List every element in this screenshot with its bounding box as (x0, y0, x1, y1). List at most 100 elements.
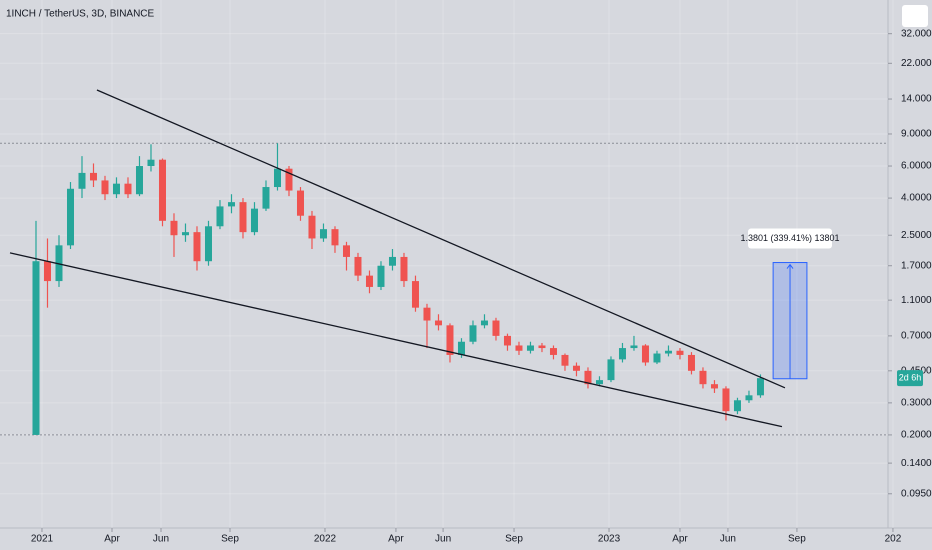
candle-body (365, 275, 373, 287)
candle (296, 187, 304, 221)
candle-body (538, 345, 546, 349)
candle-body (227, 202, 235, 207)
candle-body (503, 335, 511, 346)
candle-body (699, 370, 707, 385)
candle-body (733, 400, 741, 412)
candle-body (101, 180, 109, 195)
x-tick-label: 2023 (598, 534, 621, 545)
candle (262, 180, 270, 211)
measure-label: 1.3801 (339.41%) 13801 (740, 233, 839, 243)
candle-body (124, 183, 132, 195)
candle (745, 390, 753, 403)
candle (365, 270, 373, 294)
candle-body (112, 183, 120, 195)
candle (158, 158, 166, 227)
candle (515, 341, 523, 355)
candle-body (66, 188, 74, 246)
candle (664, 345, 672, 357)
candle-body (250, 208, 258, 233)
y-tick-label: 4.0000 (901, 193, 932, 204)
candle-body (480, 320, 488, 326)
candle (538, 342, 546, 353)
x-tick-label: Sep (788, 534, 806, 545)
candle (204, 220, 212, 266)
x-tick-label: Apr (388, 534, 404, 545)
candle-body (331, 229, 339, 246)
y-tick-label: 0.0950 (901, 488, 932, 499)
candle (641, 344, 649, 366)
candle-body (89, 172, 97, 181)
candle (492, 317, 500, 341)
candle-body (296, 190, 304, 216)
candle-body (687, 354, 695, 371)
candle (135, 156, 143, 197)
candle (526, 341, 534, 354)
x-tick-label: Sep (221, 534, 239, 545)
candle (618, 342, 626, 363)
candle (239, 198, 247, 239)
candle (687, 352, 695, 375)
candle (733, 397, 741, 415)
x-tick-label: Jun (153, 534, 169, 545)
candle (147, 144, 155, 172)
candle (480, 314, 488, 329)
candle (331, 226, 339, 253)
measure-arrowhead (786, 263, 794, 269)
candle (549, 345, 557, 360)
candle-body (595, 380, 603, 385)
last-price-badge (897, 370, 923, 387)
candle-body (676, 350, 684, 355)
candle (756, 374, 764, 398)
candle-body (239, 202, 247, 233)
candle-body (388, 256, 396, 266)
candle-body (204, 226, 212, 262)
candle-body (584, 370, 592, 385)
y-tick-label: 0.1400 (901, 458, 932, 469)
candle (78, 156, 86, 199)
candle-body (722, 388, 730, 412)
candle-body (273, 168, 281, 188)
candle (722, 386, 730, 421)
candle-body (32, 261, 40, 435)
candle (676, 348, 684, 360)
candle (377, 261, 385, 291)
candle-body (457, 341, 465, 355)
y-tick-label: 6.0000 (901, 161, 932, 172)
y-tick-label: 9.0000 (901, 129, 932, 140)
x-tick-label: 2021 (31, 534, 54, 545)
candle-body (561, 354, 569, 366)
candle (66, 182, 74, 250)
candle (572, 362, 580, 377)
candle (89, 163, 97, 188)
x-tick-label: 202 (885, 534, 902, 545)
candle-body (607, 359, 615, 381)
candle (319, 223, 327, 242)
candle (411, 275, 419, 312)
candle (354, 252, 362, 282)
candle-body (664, 350, 672, 354)
chart-title: 1INCH / TetherUS, 3D, BINANCE (6, 9, 155, 20)
y-tick-label: 0.7000 (901, 331, 932, 342)
candle (124, 177, 132, 199)
candle-body (411, 281, 419, 308)
axis-menu-button[interactable] (902, 5, 928, 27)
candle (55, 235, 63, 287)
candle-body (55, 245, 63, 282)
candle-body (630, 345, 638, 349)
candle (699, 367, 707, 389)
candle-body (308, 215, 316, 239)
y-tick-label: 22.0000 (901, 58, 932, 69)
candle (595, 376, 603, 387)
y-tick-label: 1.1000 (901, 295, 932, 306)
candle-body (446, 325, 454, 355)
candle-body (285, 168, 293, 191)
candle (181, 223, 189, 242)
last-price-countdown: 2d 6h (899, 373, 922, 383)
trend-line (96, 89, 786, 389)
candle (446, 323, 454, 363)
candle-body (434, 320, 442, 326)
x-tick-label: Jun (720, 534, 736, 545)
y-tick-label: 14.0000 (901, 94, 932, 105)
